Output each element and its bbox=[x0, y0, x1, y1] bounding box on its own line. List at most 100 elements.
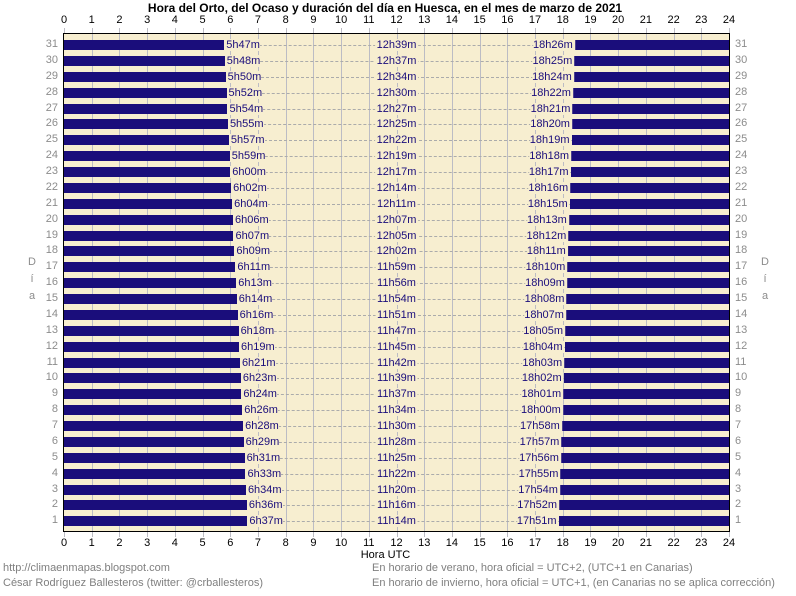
x-tick-top-21 bbox=[645, 28, 647, 33]
daylength-label-day-26: 12h25m bbox=[374, 118, 419, 131]
day-number-right-5: 5 bbox=[735, 450, 742, 463]
sunrise-label-day-16: 6h13m bbox=[236, 277, 272, 290]
sunrise-label-day-26: 5h55m bbox=[227, 118, 264, 131]
day-numbers-right: 31 30 29 28 27 26 25 24 23 22 21 20 19 18 17 16 15 14 13 12… bbox=[735, 33, 759, 532]
day-number-right-4: 4 bbox=[735, 466, 742, 479]
night-bar-morning-day-9 bbox=[64, 389, 242, 400]
sunset-label-day-17: 18h10m bbox=[525, 261, 568, 274]
sunrise-label-day-6: 6h29m bbox=[243, 435, 280, 448]
daylength-label-day-9: 11h37m bbox=[375, 388, 418, 401]
night-bar-evening-day-31 bbox=[574, 40, 729, 50]
day-number-right-27: 27 bbox=[735, 101, 748, 114]
grid-line-hour-15 bbox=[479, 34, 481, 531]
daylength-label-day-27: 12h27m bbox=[374, 102, 419, 115]
sunset-label-day-26: 18h20m bbox=[530, 118, 572, 131]
night-bar-evening-day-29 bbox=[573, 71, 729, 82]
night-bar-evening-day-1 bbox=[558, 516, 729, 527]
daylength-label-day-4: 11h22m bbox=[375, 467, 418, 480]
x-tick-bottom-15 bbox=[479, 532, 481, 537]
x-tick-bottom-11 bbox=[368, 532, 370, 537]
sunset-label-day-20: 18h13m bbox=[526, 213, 569, 226]
night-bar-evening-day-9 bbox=[563, 389, 729, 400]
sunset-label-day-6: 17h57m bbox=[519, 435, 562, 448]
day-number-right-14: 14 bbox=[735, 307, 748, 320]
sunset-label-day-3: 17h54m bbox=[518, 483, 560, 496]
daylength-label-day-13: 11h47m bbox=[375, 324, 418, 337]
sunset-label-day-13: 18h05m bbox=[523, 324, 566, 337]
night-bar-evening-day-30 bbox=[574, 55, 729, 66]
x-tick-label-bottom-9: 9 bbox=[310, 537, 317, 549]
day-number-right-12: 12 bbox=[735, 339, 748, 352]
sunrise-label-day-21: 6h04m bbox=[232, 197, 268, 210]
x-axis-labels-bottom: 0 1 2 3 4 5 6 7 8 9 10 11 12 13 14 15 16 17 18 19 20 21 22 23 24 bbox=[61, 537, 735, 549]
day-number-right-25: 25 bbox=[735, 133, 748, 146]
night-bar-morning-day-12 bbox=[64, 341, 240, 352]
sunset-label-day-10: 18h02m bbox=[521, 372, 564, 385]
x-tick-label-top-3: 3 bbox=[144, 14, 151, 26]
x-tick-top-0 bbox=[64, 28, 65, 33]
daylength-label-day-31: 12h39m bbox=[374, 39, 419, 51]
x-tick-label-bottom-4: 4 bbox=[171, 537, 178, 549]
x-tick-bottom-17 bbox=[535, 532, 537, 537]
day-number-right-10: 10 bbox=[735, 371, 748, 384]
x-tick-label-bottom-5: 5 bbox=[199, 537, 206, 549]
day-number-right-31: 31 bbox=[735, 38, 748, 50]
day-number-left-2: 2 bbox=[51, 498, 58, 511]
plot-area: 5h47m 12h39m 18h26m 5h48m 12h37m 18h25m 5h50m 1… bbox=[63, 33, 730, 532]
sunset-label-day-30: 18h25m bbox=[532, 54, 575, 67]
night-bar-evening-day-3 bbox=[559, 484, 729, 495]
day-number-left-15: 15 bbox=[45, 292, 58, 304]
x-axis-labels-top: 0 1 2 3 4 5 6 7 8 9 10 11 12 13 14 15 16 17 18 19 20 21 22 23 24 bbox=[61, 14, 735, 26]
footer-url[interactable]: http://climaenmapas.blogspot.com bbox=[3, 562, 170, 574]
x-tick-label-bottom-13: 13 bbox=[418, 537, 431, 549]
y-axis-letter: a bbox=[761, 290, 769, 302]
x-tick-top-12 bbox=[396, 28, 398, 33]
x-tick-label-bottom-15: 15 bbox=[473, 537, 486, 549]
y-axis-letter: D bbox=[28, 256, 36, 268]
x-tick-top-3 bbox=[147, 28, 149, 33]
sunset-label-day-8: 18h00m bbox=[520, 404, 563, 417]
daylength-label-day-28: 12h30m bbox=[374, 86, 419, 99]
daylength-label-day-8: 11h34m bbox=[375, 404, 418, 417]
x-tick-label-top-23: 23 bbox=[695, 14, 708, 26]
night-bar-evening-day-27 bbox=[572, 103, 729, 114]
x-tick-label-top-13: 13 bbox=[418, 14, 431, 26]
night-bar-evening-day-13 bbox=[565, 325, 729, 336]
x-tick-label-bottom-16: 16 bbox=[501, 537, 514, 549]
night-bar-evening-day-2 bbox=[559, 500, 729, 511]
day-number-right-20: 20 bbox=[735, 212, 748, 225]
day-number-left-10: 10 bbox=[45, 371, 58, 384]
day-number-left-25: 25 bbox=[45, 133, 58, 146]
day-number-right-16: 16 bbox=[735, 276, 748, 289]
x-tick-bottom-6 bbox=[230, 532, 232, 537]
grid-line-hour-16 bbox=[507, 34, 509, 531]
x-tick-bottom-0 bbox=[64, 532, 65, 537]
x-tick-top-1 bbox=[91, 28, 93, 33]
night-bar-morning-day-3 bbox=[64, 484, 246, 495]
x-tick-top-24 bbox=[729, 28, 730, 33]
grid-line-hour-9 bbox=[313, 34, 315, 531]
day-number-right-21: 21 bbox=[735, 196, 748, 209]
day-number-left-26: 26 bbox=[45, 117, 58, 130]
sunrise-label-day-31: 5h47m bbox=[224, 39, 260, 51]
x-tick-bottom-3 bbox=[147, 532, 149, 537]
x-tick-bottom-7 bbox=[257, 532, 259, 537]
night-bar-evening-day-4 bbox=[560, 468, 729, 479]
sunrise-label-day-18: 6h09m bbox=[234, 245, 271, 258]
sunset-label-day-27: 18h21m bbox=[530, 102, 573, 115]
x-tick-label-top-16: 16 bbox=[501, 14, 514, 26]
x-tick-label-top-22: 22 bbox=[667, 14, 680, 26]
night-bar-morning-day-31 bbox=[64, 40, 225, 50]
x-tick-label-top-18: 18 bbox=[556, 14, 569, 26]
x-tick-bottom-24 bbox=[729, 532, 730, 537]
daylength-label-day-6: 11h28m bbox=[375, 435, 418, 448]
sunrise-label-day-11: 6h21m bbox=[239, 356, 276, 369]
sunrise-label-day-4: 6h33m bbox=[245, 467, 282, 480]
day-number-right-19: 19 bbox=[735, 228, 748, 241]
grid-line-hour-13 bbox=[424, 34, 426, 531]
day-number-left-14: 14 bbox=[45, 307, 58, 320]
daylength-label-day-12: 11h45m bbox=[375, 340, 418, 353]
daylength-label-day-7: 11h30m bbox=[375, 420, 418, 432]
x-tick-label-bottom-14: 14 bbox=[445, 537, 459, 549]
day-number-left-23: 23 bbox=[45, 165, 58, 177]
